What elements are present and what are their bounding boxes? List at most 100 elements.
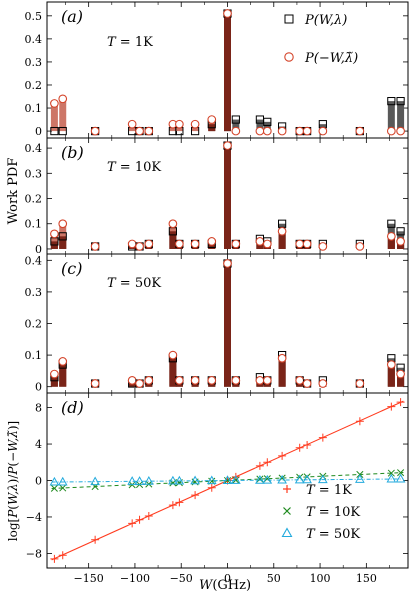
square-marker (175, 126, 184, 136)
y-tick-label: 0 (35, 243, 42, 256)
triangle-marker (222, 475, 233, 484)
bar-overlap (278, 358, 286, 387)
bar-forward (232, 119, 240, 132)
circle-marker (207, 376, 217, 385)
square-marker (387, 219, 396, 228)
plus-marker (168, 501, 177, 510)
work-pdf-ylabel: Work PDF (6, 158, 21, 225)
legend-entry-1: T = 1K (306, 483, 352, 498)
circle-marker (207, 115, 217, 124)
circle-marker (231, 376, 241, 385)
bar-reverse (50, 103, 58, 132)
y-tick-label: 0.2 (25, 318, 43, 331)
circle-marker (190, 119, 200, 129)
circle-marker (277, 353, 287, 363)
bar-forward (397, 101, 405, 132)
x-tick-label: 100 (310, 572, 331, 585)
plus-marker (355, 417, 364, 426)
circle-marker (127, 239, 137, 249)
temperature-annotation: T = 1K (107, 35, 153, 50)
panel-b: 0 0.1 0.2 0.3 0.4 (b) T = 10K (25, 137, 409, 256)
y-tick-label: 0.1 (25, 102, 43, 115)
plus-marker (295, 443, 304, 452)
y-tick-label: 0.4 (25, 254, 43, 267)
circle-marker (144, 239, 154, 249)
plus-marker (191, 491, 200, 500)
x-tick-label: −150 (74, 572, 104, 585)
legend-circle-marker (284, 52, 294, 62)
legend-cross-marker (283, 507, 291, 515)
triangle-marker (395, 473, 406, 483)
panel-label: (c) (61, 259, 82, 278)
plus-marker (303, 440, 312, 449)
panels-group: 00.10.20.30.40.5 (a)T = 1KP(W,λ)P(−W,λ̃)0… (25, 1, 409, 585)
circle-marker (168, 219, 178, 229)
circle-marker (295, 126, 305, 136)
legend-plus-marker (283, 485, 291, 493)
circle-marker (386, 231, 396, 241)
square-marker (168, 227, 177, 236)
circle-marker (355, 379, 365, 388)
circle-marker (295, 239, 305, 249)
bar-forward (256, 119, 264, 132)
cross-marker (50, 484, 58, 492)
circle-marker (127, 376, 137, 385)
plus-marker (144, 512, 153, 521)
bar-forward (387, 101, 395, 132)
y-tick-label: 0.2 (25, 193, 43, 206)
triangle-marker (190, 475, 200, 485)
triangle-marker (143, 475, 154, 485)
circle-marker (302, 379, 312, 388)
circle-marker (396, 237, 405, 246)
circle-marker (58, 357, 68, 366)
triangle-marker (355, 474, 365, 483)
circle-marker (90, 242, 100, 251)
bar-reverse (50, 233, 58, 249)
triangle-marker (255, 474, 265, 484)
plus-marker (91, 535, 100, 544)
circle-marker (231, 126, 241, 136)
bar-overlap (224, 13, 231, 132)
y-tick-label: 0.2 (25, 79, 43, 92)
x-tick-label: 0 (224, 572, 231, 585)
bar-overlap (224, 145, 231, 249)
circle-marker (127, 119, 137, 129)
triangle-marker (230, 475, 241, 484)
triangle-marker (168, 475, 178, 485)
circle-marker (302, 239, 312, 249)
circle-marker (190, 239, 200, 249)
circle-marker (255, 376, 265, 385)
bar-overlap (387, 364, 395, 387)
square-marker (396, 97, 405, 106)
triangle-marker (302, 474, 312, 484)
y-tick-label: 0 (35, 475, 42, 488)
y-tick-label: 0 (35, 381, 42, 394)
bar-overlap (387, 236, 395, 249)
legend-entry-reverse: P(−W,λ̃) (304, 51, 358, 66)
circle-marker (175, 376, 184, 385)
circle-marker (168, 350, 178, 360)
y-tick-label: −4 (26, 511, 42, 524)
bar-overlap (169, 231, 177, 249)
square-marker (58, 126, 67, 136)
circle-marker (90, 379, 100, 388)
plus-marker (128, 519, 137, 528)
cross-marker (223, 476, 232, 485)
triangle-marker (57, 476, 68, 486)
plus-marker (135, 515, 144, 524)
y-tick-label: 0.4 (25, 33, 43, 46)
plus-marker (318, 433, 327, 442)
circle-marker (255, 126, 265, 136)
bar-reverse (59, 98, 67, 132)
bar-overlap (397, 374, 405, 387)
legend-entry-3: T = 50K (306, 527, 360, 542)
square-marker (50, 126, 59, 136)
circle-marker (207, 237, 217, 246)
triangle-marker (134, 476, 145, 485)
circle-marker (231, 239, 241, 249)
y-tick-label: 0.3 (25, 56, 43, 69)
circle-marker (144, 376, 154, 385)
circle-marker (58, 219, 68, 229)
circle-marker (262, 239, 272, 249)
